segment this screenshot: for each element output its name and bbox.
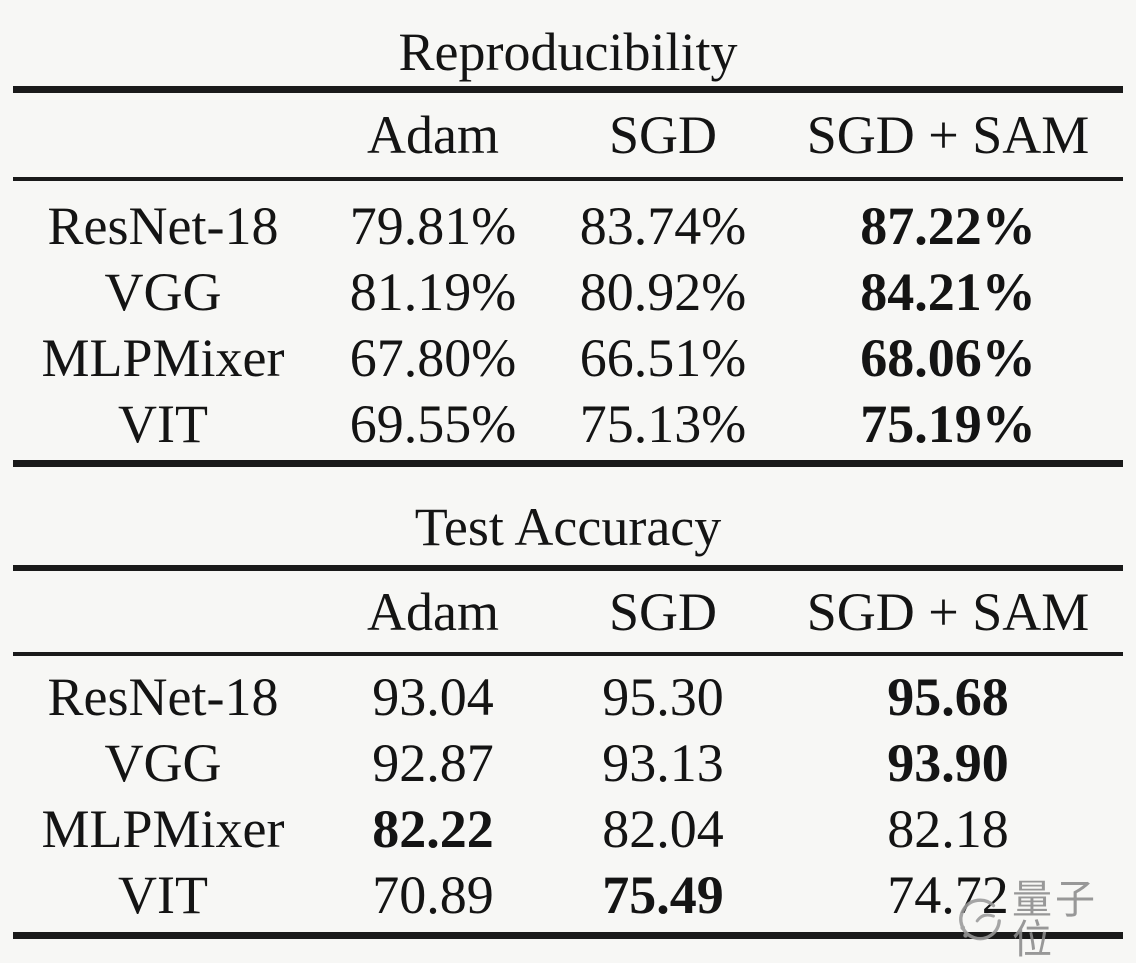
column-header-sgd-sam: SGD + SAM: [806, 105, 1090, 165]
row-label: ResNet-18: [47, 667, 279, 727]
bottom-rule: [13, 460, 1123, 467]
table-row: ResNet-18 93.04 95.30 95.68: [13, 664, 1123, 730]
row-label: VIT: [118, 865, 208, 925]
table-row: VIT 70.89 75.49 74.72: [13, 862, 1123, 928]
column-header-adam: Adam: [367, 105, 499, 165]
value-cell: 95.30: [602, 667, 724, 727]
row-label: VIT: [118, 394, 208, 454]
row-label: MLPMixer: [41, 328, 285, 388]
top-rule: [13, 86, 1123, 93]
watermark-text: 量子位: [1012, 877, 1099, 963]
mid-rule: [13, 177, 1123, 181]
mid-rule: [13, 652, 1123, 656]
column-header-adam: Adam: [367, 581, 499, 642]
column-header-sgd-sam: SGD + SAM: [806, 581, 1090, 642]
header-row: Adam SGD SGD + SAM: [13, 93, 1123, 177]
row-label: VGG: [104, 262, 222, 322]
value-cell: 92.87: [372, 733, 494, 793]
table-body: ResNet-18 79.81% 83.74% 87.22% VGG 81.19% 80.9…: [13, 181, 1123, 460]
table-row: VIT 69.55% 75.13% 75.19%: [13, 391, 1123, 457]
value-cell: 67.80%: [349, 328, 517, 388]
value-cell: 69.55%: [349, 394, 517, 454]
value-cell: 66.51%: [579, 328, 747, 388]
value-cell: 68.06%: [860, 328, 1036, 388]
value-cell: 80.92%: [579, 262, 747, 322]
value-cell: 93.90: [887, 733, 1009, 793]
value-cell: 70.89: [372, 865, 494, 925]
value-cell: 83.74%: [579, 196, 747, 256]
table-row: MLPMixer 67.80% 66.51% 68.06%: [13, 325, 1123, 391]
value-cell: 93.13: [602, 733, 724, 793]
value-cell: 95.68: [887, 667, 1009, 727]
value-cell: 82.04: [602, 799, 724, 859]
table-row: VGG 92.87 93.13 93.90: [13, 730, 1123, 796]
column-header-sgd: SGD: [608, 581, 718, 642]
row-label: MLPMixer: [41, 799, 285, 859]
watermark: 量子位: [956, 880, 1136, 960]
bottom-rule: [13, 932, 1123, 939]
value-cell: 82.22: [372, 799, 494, 859]
table-row: ResNet-18 79.81% 83.74% 87.22%: [13, 193, 1123, 259]
qbitai-logo-icon: [959, 898, 1001, 941]
column-header-sgd: SGD: [608, 105, 718, 165]
top-rule: [13, 565, 1123, 571]
value-cell: 87.22%: [860, 196, 1036, 256]
table-title: Reproducibility: [398, 22, 738, 82]
table-title: Test Accuracy: [414, 497, 722, 557]
reproducibility-table: Reproducibility Adam SGD SGD + SAM ResNe…: [0, 0, 1136, 467]
row-label: VGG: [104, 733, 222, 793]
value-cell: 75.19%: [860, 394, 1036, 454]
value-cell: 93.04: [372, 667, 494, 727]
value-cell: 82.18: [887, 799, 1009, 859]
row-label: ResNet-18: [47, 196, 279, 256]
value-cell: 75.13%: [579, 394, 747, 454]
value-cell: 81.19%: [349, 262, 517, 322]
value-cell: 79.81%: [349, 196, 517, 256]
test-accuracy-table: Test Accuracy Adam SGD SGD + SAM ResNet-…: [0, 467, 1136, 939]
value-cell: 74.72: [887, 865, 1009, 925]
table-body: ResNet-18 93.04 95.30 95.68 VGG 92.87 93.13 93.…: [13, 656, 1123, 932]
table-row: VGG 81.19% 80.92% 84.21%: [13, 259, 1123, 325]
header-row: Adam SGD SGD + SAM: [13, 571, 1123, 652]
value-cell: 84.21%: [860, 262, 1036, 322]
value-cell: 75.49: [602, 865, 724, 925]
table-row: MLPMixer 82.22 82.04 82.18: [13, 796, 1123, 862]
